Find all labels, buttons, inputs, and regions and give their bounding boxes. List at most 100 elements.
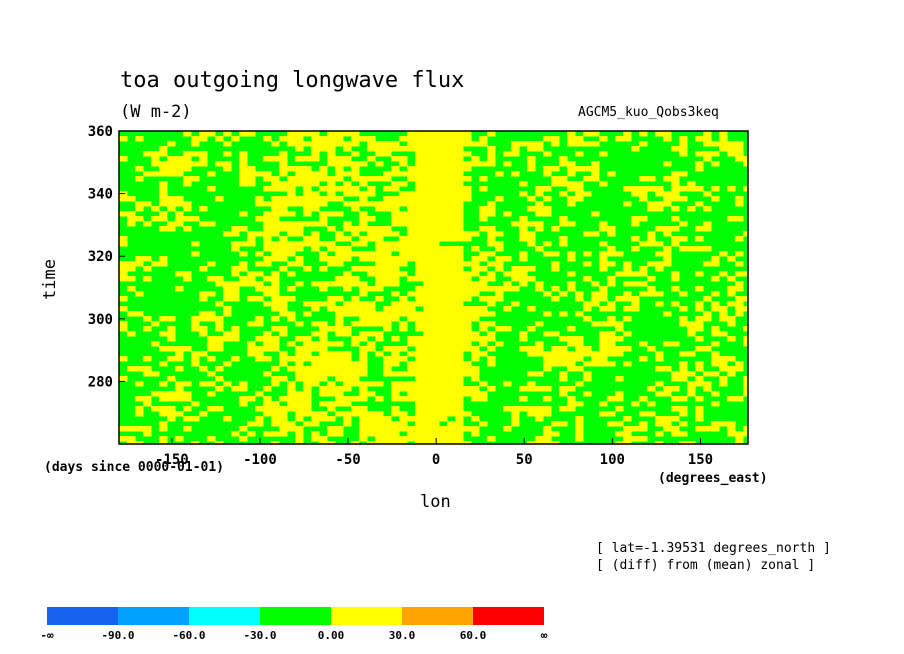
heatmap-cell	[167, 221, 176, 227]
heatmap-cell	[631, 436, 640, 442]
heatmap-cell	[231, 431, 240, 437]
heatmap-cell	[343, 421, 352, 427]
heatmap-cell	[679, 396, 688, 402]
heatmap-cell	[191, 241, 200, 247]
heatmap-cell	[551, 351, 560, 357]
heatmap-cell	[735, 216, 744, 222]
heatmap-cell	[367, 201, 376, 207]
heatmap-cell	[263, 241, 272, 247]
heatmap-cell	[343, 371, 352, 377]
heatmap-cell	[151, 341, 160, 347]
heatmap-cell	[431, 131, 440, 137]
heatmap-cell	[735, 261, 744, 267]
heatmap-cell	[575, 416, 584, 422]
heatmap-cell	[359, 421, 368, 427]
heatmap-cell	[159, 316, 168, 322]
heatmap-cell	[343, 276, 352, 282]
heatmap-cell	[407, 166, 416, 172]
heatmap-cell	[479, 206, 488, 212]
heatmap-cell	[239, 386, 248, 392]
heatmap-cell	[279, 421, 288, 427]
heatmap-cell	[359, 406, 368, 412]
heatmap-cell	[575, 356, 584, 362]
heatmap-cell	[455, 246, 464, 252]
heatmap-cell	[207, 276, 216, 282]
heatmap-cell	[151, 151, 160, 157]
heatmap-cell	[383, 371, 392, 377]
heatmap-cell	[695, 416, 704, 422]
heatmap-cell	[135, 216, 144, 222]
heatmap-cell	[231, 231, 240, 237]
heatmap-cell	[415, 261, 424, 267]
heatmap-cell	[375, 436, 384, 442]
heatmap-cell	[391, 421, 400, 427]
heatmap-cell	[327, 371, 336, 377]
heatmap-cell	[391, 316, 400, 322]
heatmap-cell	[495, 261, 504, 267]
heatmap-cell	[167, 416, 176, 422]
heatmap-cell	[447, 146, 456, 152]
heatmap-cell	[471, 336, 480, 342]
heatmap-cell	[295, 351, 304, 357]
heatmap-cell	[415, 241, 424, 247]
y-tick-label: 340	[88, 187, 113, 203]
heatmap-cell	[263, 411, 272, 417]
heatmap-cell	[311, 281, 320, 287]
heatmap-cell	[735, 271, 744, 277]
heatmap-cell	[119, 211, 128, 217]
heatmap-cell	[383, 256, 392, 262]
heatmap-cell	[527, 156, 536, 162]
heatmap-cell	[687, 386, 696, 392]
heatmap-cell	[591, 141, 600, 147]
heatmap-cell	[391, 386, 400, 392]
heatmap-cell	[575, 421, 584, 427]
heatmap-cell	[407, 311, 416, 317]
heatmap-cell	[367, 156, 376, 162]
heatmap-cell	[487, 156, 496, 162]
heatmap-cell	[463, 236, 472, 242]
heatmap-cell	[407, 361, 416, 367]
heatmap-cell	[479, 326, 488, 332]
heatmap-cell	[367, 311, 376, 317]
heatmap-cell	[279, 306, 288, 312]
heatmap-cell	[287, 366, 296, 372]
heatmap-cell	[359, 181, 368, 187]
heatmap-cell	[391, 186, 400, 192]
heatmap-cell	[143, 316, 152, 322]
heatmap-cell	[679, 441, 688, 444]
heatmap-cell	[239, 426, 248, 432]
heatmap-cell	[463, 166, 472, 172]
heatmap-cell	[671, 236, 680, 242]
heatmap-cell	[695, 321, 704, 327]
heatmap-cell	[199, 351, 208, 357]
heatmap-cell	[351, 231, 360, 237]
heatmap-cell	[311, 146, 320, 152]
heatmap-cell	[287, 381, 296, 387]
heatmap-cell	[607, 336, 616, 342]
heatmap-cell	[279, 356, 288, 362]
heatmap-cell	[447, 236, 456, 242]
heatmap-cell	[367, 141, 376, 147]
heatmap-cell	[351, 276, 360, 282]
heatmap-cell	[471, 306, 480, 312]
heatmap-cell	[279, 426, 288, 432]
heatmap-cell	[455, 161, 464, 167]
heatmap-cell	[487, 311, 496, 317]
heatmap-cell	[375, 351, 384, 357]
heatmap-cell	[711, 151, 720, 157]
heatmap-cell	[215, 161, 224, 167]
heatmap-cell	[415, 206, 424, 212]
heatmap-cell	[615, 271, 624, 277]
heatmap-cell	[439, 311, 448, 317]
heatmap-cell	[383, 176, 392, 182]
heatmap-cell	[703, 296, 712, 302]
heatmap-cell	[431, 406, 440, 412]
heatmap-cell	[183, 156, 192, 162]
heatmap-cell	[295, 406, 304, 412]
heatmap-cell	[631, 281, 640, 287]
heatmap-cell	[447, 256, 456, 262]
heatmap-cell	[463, 326, 472, 332]
heatmap-cell	[695, 226, 704, 232]
heatmap-cell	[455, 266, 464, 272]
heatmap-cell	[415, 266, 424, 272]
